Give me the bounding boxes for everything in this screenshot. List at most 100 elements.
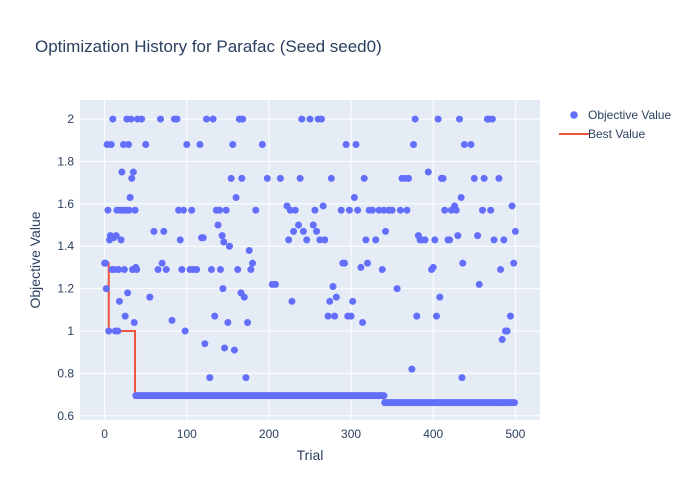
objective-value-point: [429, 263, 437, 271]
objective-value-point: [498, 335, 506, 343]
objective-value-point: [125, 206, 133, 214]
objective-value-point: [221, 344, 229, 352]
objective-value-point: [352, 141, 360, 148]
objective-value-point: [101, 259, 109, 267]
objective-value-point: [176, 236, 184, 244]
objective-value-point: [327, 174, 335, 182]
objective-value-point: [124, 141, 132, 148]
objective-value-point: [321, 236, 329, 244]
objective-value-point: [510, 259, 518, 267]
legend: Objective Value Best Value: [559, 108, 671, 141]
objective-value-point: [272, 280, 279, 288]
objective-value-point: [388, 206, 396, 214]
objective-value-point: [380, 206, 388, 214]
objective-value-point: [162, 266, 170, 274]
objective-value-point: [211, 312, 219, 320]
objective-value-point: [347, 312, 355, 320]
objective-value-point: [102, 285, 110, 293]
objective-value-point: [232, 193, 240, 201]
objective-value-point: [216, 266, 224, 274]
objective-value-point: [160, 227, 168, 235]
objective-value-point: [511, 227, 519, 235]
objective-value-point: [342, 141, 350, 148]
objective-value-point: [403, 206, 411, 214]
objective-value-point: [178, 266, 186, 274]
objective-value-point: [500, 236, 508, 244]
objective-value-point: [433, 312, 440, 320]
objective-value-point: [199, 234, 207, 242]
objective-value-point: [168, 316, 176, 324]
objective-value-point: [299, 227, 307, 235]
objective-value-point: [227, 174, 235, 182]
objective-value-point: [318, 115, 325, 123]
objective-value-point: [446, 236, 454, 244]
objective-value-point: [127, 115, 135, 123]
objective-value-point: [291, 206, 299, 214]
legend-label-best-value: Best Value: [588, 127, 645, 141]
legend-item-objective-value[interactable]: Objective Value: [570, 108, 671, 122]
objective-value-point: [311, 206, 319, 214]
objective-value-point: [380, 392, 388, 400]
objective-value-point: [288, 297, 296, 305]
objective-value-point: [150, 227, 158, 235]
objective-value-point: [112, 232, 120, 240]
objective-value-point: [242, 374, 250, 382]
objective-value-point: [138, 115, 146, 123]
objective-value-point: [203, 115, 210, 123]
objective-value-point: [436, 293, 444, 301]
objective-value-point: [115, 266, 123, 274]
y-tick-label: 1.8: [57, 154, 74, 168]
y-axis-ticks: 0.6 0.8 1 1.2 1.4 1.6 1.8 2: [57, 112, 74, 423]
x-tick-label: 0: [101, 427, 108, 441]
objective-value-point: [475, 280, 483, 288]
objective-value-point: [124, 289, 132, 297]
objective-value-point: [226, 242, 233, 250]
objective-value-point: [341, 259, 348, 267]
objective-value-point: [252, 206, 260, 214]
objective-value-point: [201, 340, 209, 348]
objective-value-point: [175, 206, 183, 214]
objective-value-point: [158, 259, 166, 267]
objective-value-point: [506, 312, 514, 320]
objective-value-point: [146, 293, 154, 301]
objective-value-point: [128, 174, 136, 182]
objective-value-point: [214, 221, 222, 229]
objective-value-point: [258, 141, 266, 148]
objective-value-point: [490, 236, 498, 244]
objective-value-point: [276, 174, 284, 182]
objective-value-point: [290, 227, 298, 235]
objective-value-point: [229, 141, 237, 148]
objective-value-point: [209, 115, 217, 123]
objective-value-point: [118, 168, 126, 176]
objective-value-point: [459, 259, 467, 267]
objective-value-point: [117, 236, 125, 244]
y-tick-label: 2: [67, 112, 74, 126]
objective-value-point: [206, 374, 214, 382]
objective-value-point: [239, 115, 247, 123]
objective-value-point: [511, 399, 519, 407]
objective-value-point: [452, 206, 460, 214]
x-tick-label: 100: [177, 427, 197, 441]
objective-value-point: [454, 232, 462, 240]
chart-title: Optimization History for Parafac (Seed s…: [35, 37, 382, 56]
objective-value-point: [180, 206, 187, 214]
objective-value-point: [329, 282, 337, 290]
objective-value-point: [497, 266, 505, 274]
objective-value-point: [368, 206, 376, 214]
objective-value-point: [382, 227, 390, 235]
objective-value-point: [263, 174, 271, 182]
objective-value-point: [431, 236, 439, 244]
x-axis-title: Trial: [297, 447, 324, 463]
legend-label-objective-value: Objective Value: [588, 108, 671, 122]
objective-value-point: [319, 202, 327, 210]
objective-value-point: [295, 221, 302, 229]
objective-value-point: [487, 206, 495, 214]
objective-value-point: [109, 115, 117, 123]
objective-value-point: [495, 174, 503, 182]
objective-value-point: [411, 115, 419, 123]
legend-item-best-value[interactable]: Best Value: [559, 127, 645, 141]
objective-value-point: [234, 266, 242, 274]
y-tick-label: 1.2: [57, 282, 74, 296]
objective-value-point: [456, 115, 463, 123]
objective-value-point: [129, 168, 137, 176]
